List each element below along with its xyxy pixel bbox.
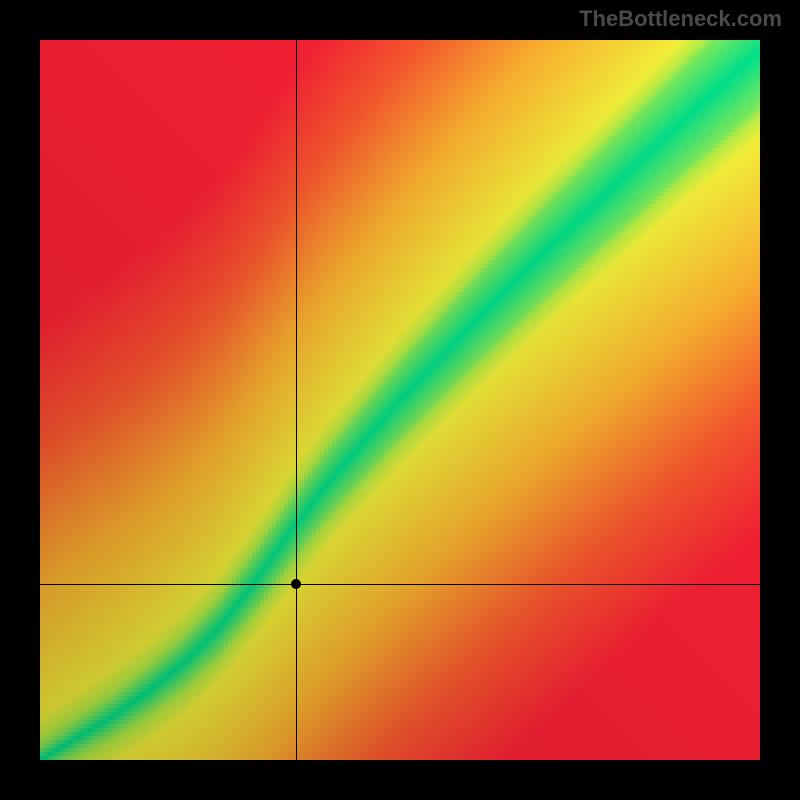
- plot-area: [40, 40, 760, 760]
- crosshair-horizontal: [40, 584, 760, 585]
- crosshair-vertical: [296, 40, 297, 760]
- watermark-text: TheBottleneck.com: [579, 6, 782, 32]
- crosshair-marker: [291, 579, 301, 589]
- heatmap-canvas: [40, 40, 760, 760]
